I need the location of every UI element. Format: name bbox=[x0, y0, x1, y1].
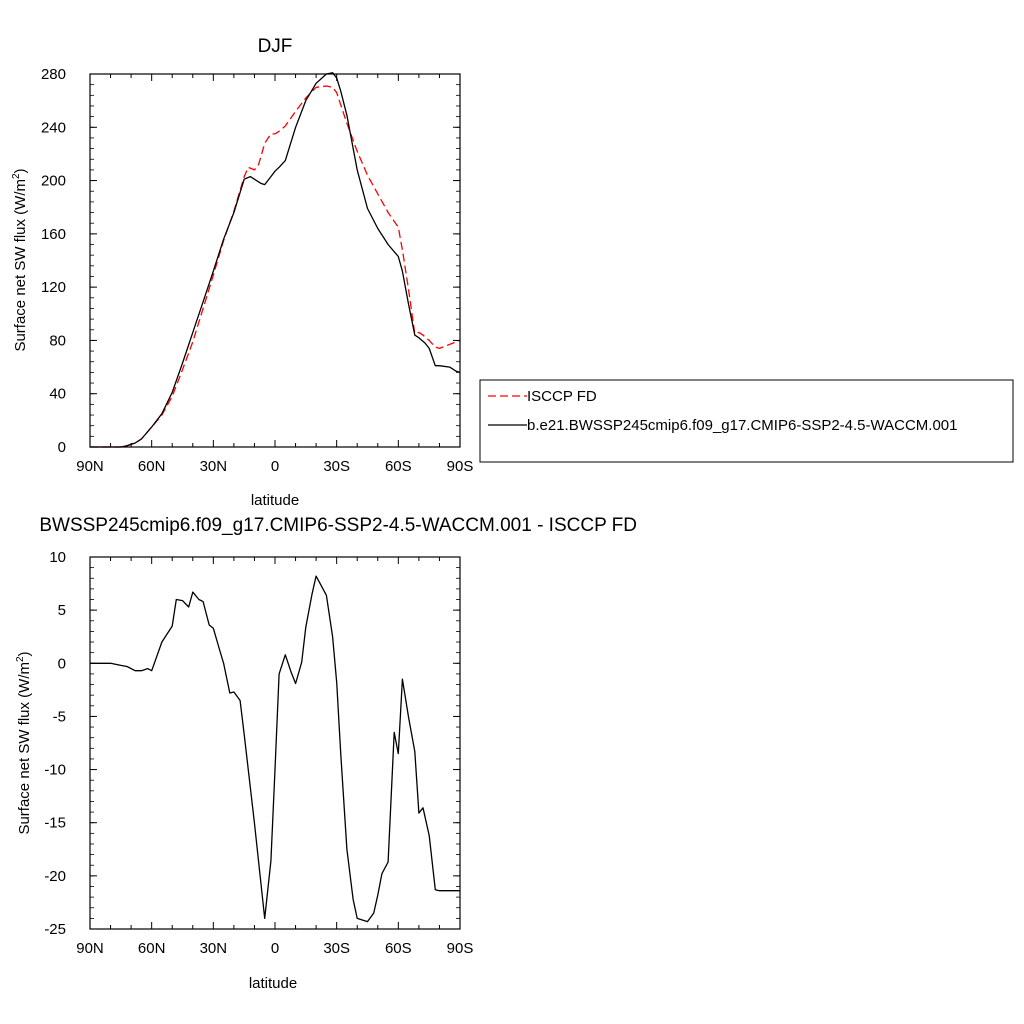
top-y-tick-label: 80 bbox=[49, 332, 66, 349]
top-x-tick-label: 90N bbox=[76, 458, 104, 475]
top-y-tick-labels: 0 40 80 120 160 200 240 280 bbox=[41, 66, 66, 456]
bottom-x-tick-label: 90S bbox=[447, 940, 474, 957]
bottom-y-tick-labels: 10 5 0 -5 -10 -15 -20 -25 bbox=[44, 549, 66, 938]
top-chart-title: DJF bbox=[258, 36, 293, 57]
top-y-tick-label: 280 bbox=[41, 66, 66, 83]
bottom-x-axis-label: latitude bbox=[249, 975, 297, 992]
bottom-series-line-0 bbox=[90, 575, 460, 923]
top-x-tick-label: 60N bbox=[138, 458, 166, 475]
bottom-chart-title: BWSSP245cmip6.f09_g17.CMIP6-SSP2-4.5-WAC… bbox=[39, 515, 637, 536]
top-x-tick-label: 90S bbox=[447, 458, 474, 475]
top-x-tick-label: 0 bbox=[271, 458, 279, 475]
bottom-y-tick-label: 0 bbox=[58, 655, 66, 672]
bottom-x-tick-label: 60N bbox=[138, 940, 166, 957]
top-series-group bbox=[90, 72, 461, 448]
top-x-tick-label: 30N bbox=[200, 458, 228, 475]
bottom-x-tick-labels: 90N 60N 30N 0 30S 60S 90S bbox=[76, 940, 473, 957]
top-y-tick-label: 120 bbox=[41, 279, 66, 296]
top-series-line-1 bbox=[90, 72, 461, 448]
bottom-y-tick-label: -5 bbox=[53, 708, 66, 725]
bottom-ticks bbox=[89, 556, 461, 930]
legend: ISCCP FD b.e21.BWSSP245cmip6.f09_g17.CMI… bbox=[479, 379, 1014, 463]
top-series-line-0 bbox=[90, 85, 461, 448]
top-x-tick-label: 30S bbox=[323, 458, 350, 475]
bottom-plot-frame bbox=[89, 556, 461, 930]
bottom-series-group bbox=[90, 575, 460, 923]
top-y-tick-label: 0 bbox=[58, 439, 66, 456]
top-x-tick-labels: 90N 60N 30N 0 30S 60S 90S bbox=[76, 458, 473, 475]
top-y-tick-label: 240 bbox=[41, 119, 66, 136]
top-x-axis-label: latitude bbox=[251, 492, 299, 509]
top-ticks bbox=[89, 73, 461, 448]
bottom-y-tick-label: -10 bbox=[44, 762, 66, 779]
bottom-x-tick-label: 60S bbox=[385, 940, 412, 957]
bottom-y-tick-label: -15 bbox=[44, 815, 66, 832]
legend-box bbox=[479, 379, 1014, 463]
top-y-axis-label: Surface net SW flux (W/m2) bbox=[11, 168, 29, 351]
bottom-y-tick-label: -20 bbox=[44, 868, 66, 885]
bottom-y-tick-label: 10 bbox=[49, 549, 66, 566]
top-y-tick-label: 160 bbox=[41, 226, 66, 243]
bottom-y-tick-label: -25 bbox=[44, 921, 66, 938]
top-x-tick-label: 60S bbox=[385, 458, 412, 475]
bottom-panel: BWSSP245cmip6.f09_g17.CMIP6-SSP2-4.5-WAC… bbox=[15, 515, 637, 992]
top-y-tick-label: 200 bbox=[41, 173, 66, 190]
bottom-x-tick-label: 90N bbox=[76, 940, 104, 957]
legend-label-model: b.e21.BWSSP245cmip6.f09_g17.CMIP6-SSP2-4… bbox=[527, 417, 957, 434]
bottom-x-tick-label: 30S bbox=[323, 940, 350, 957]
bottom-y-tick-label: 5 bbox=[58, 602, 66, 619]
legend-label-isccp: ISCCP FD bbox=[527, 388, 597, 405]
top-y-tick-label: 40 bbox=[49, 386, 66, 403]
top-panel: DJF 90N 60N 30N 0 30S 60S 90S 0 40 80 120 160 200 24… bbox=[11, 36, 1014, 509]
bottom-x-tick-label: 0 bbox=[271, 940, 279, 957]
bottom-y-axis-label: Surface net SW flux (W/m2) bbox=[15, 651, 33, 834]
bottom-x-tick-label: 30N bbox=[200, 940, 228, 957]
